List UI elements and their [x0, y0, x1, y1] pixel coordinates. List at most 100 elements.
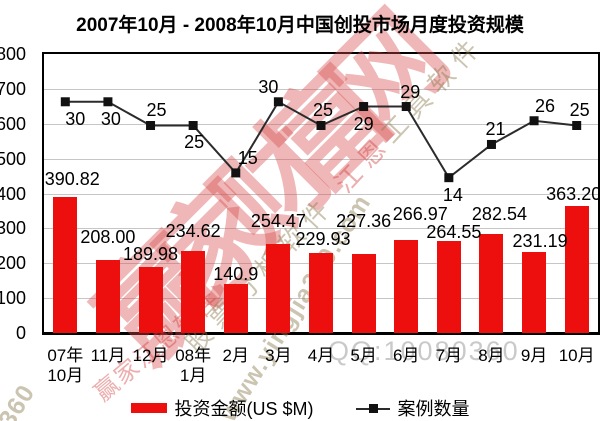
case-count-marker [486, 139, 496, 149]
case-count-marker [146, 120, 156, 130]
x-axis-label-line: 10月 [558, 346, 595, 365]
x-axis-label-line: 5月 [350, 346, 377, 365]
y-axis-tick-label: 500 [0, 148, 26, 169]
y-axis-tick-label: 800 [0, 44, 26, 64]
y-axis-tick-label: 0 [15, 323, 26, 343]
x-axis-label: 8月 [470, 346, 513, 366]
case-count-marker [572, 120, 582, 130]
x-axis-label-line: 7月 [435, 346, 463, 365]
gridline [44, 193, 598, 195]
case-count-marker [359, 102, 369, 112]
case-count-label: 25 [146, 100, 167, 121]
chart-title: 2007年10月 - 2008年10月中国创投市场月度投资规模 [76, 15, 524, 36]
legend: 投资金额(US $M) 案例数量 [0, 395, 600, 421]
legend-item-cases: 案例数量 [355, 395, 470, 421]
x-axis-label-line: 11月 [90, 346, 126, 365]
bar-series [44, 54, 598, 333]
x-axis-label: 9月 [513, 346, 556, 366]
bar [53, 196, 78, 333]
x-axis-label-line: 08年 [175, 346, 212, 365]
bar [138, 266, 163, 333]
bar [309, 252, 333, 333]
bar [522, 252, 547, 333]
bar [351, 253, 376, 333]
case-count-marker [401, 102, 411, 112]
bar [266, 244, 291, 333]
x-axis-label: 3月 [257, 346, 300, 366]
bar-value-label: 231.19 [512, 231, 568, 252]
x-axis-label: 07年 10月 [44, 346, 87, 386]
x-axis-label: 08年 1月 [172, 346, 215, 386]
x-axis-label: 11月 [87, 346, 130, 366]
x-axis-label-line: 9月 [520, 346, 548, 365]
bar [181, 251, 206, 333]
case-count-marker [316, 120, 326, 130]
case-count-label: 26 [535, 95, 556, 116]
x-axis-label-line: 4月 [307, 346, 335, 365]
x-axis-label: 12月 [129, 346, 172, 366]
case-count-label: 25 [184, 132, 205, 153]
y-axis-tick-label: 700 [0, 78, 26, 99]
bar [564, 206, 589, 333]
y-axis-tick-label: 600 [0, 113, 26, 134]
bar-value-label: 227.36 [336, 210, 392, 231]
case-count-marker [60, 97, 70, 107]
case-count-label: 29 [400, 81, 421, 102]
x-axis-label: 7月 [428, 346, 471, 366]
bar [479, 234, 504, 333]
case-count-marker [188, 120, 198, 130]
bar-value-label: 234.62 [165, 221, 221, 242]
x-axis-label-line: 12月 [132, 346, 169, 365]
x-axis-label: 10月 [555, 346, 598, 366]
y-axis-tick-label: 300 [0, 218, 26, 239]
case-count-label: 30 [258, 76, 279, 97]
case-count-label: 25 [569, 100, 590, 121]
case-count-label: 15 [237, 147, 258, 168]
x-axis-label-line: 07年 [47, 346, 84, 365]
x-axis-label: 6月 [385, 346, 428, 366]
data-label-layer: 390.82 208.00 189.98 234.62 140.9 254.47 229.9… [44, 54, 600, 333]
bar-value-label: 229.93 [295, 228, 351, 249]
case-count-label: 25 [312, 100, 334, 121]
x-axis-label-line: 2月 [222, 346, 249, 365]
bar-value-label: 264.55 [426, 221, 482, 242]
case-count-label: 29 [353, 113, 374, 134]
x-axis-label-line: 6月 [392, 346, 420, 365]
bar-value-label: 208.00 [80, 227, 136, 248]
x-axis-label-line: 3月 [265, 346, 292, 365]
bar-value-label: 363.20 [546, 184, 600, 205]
x-axis-label-line: 10月 [47, 366, 84, 385]
bar-value-label: 390.82 [44, 168, 100, 189]
bar [394, 239, 419, 333]
case-count-label: 30 [100, 108, 121, 129]
plot-frame [42, 52, 600, 335]
case-count-label: 21 [485, 119, 506, 140]
gridline [44, 88, 598, 90]
case-count-line [60, 97, 582, 183]
case-count-marker [529, 116, 539, 126]
bar [95, 260, 120, 333]
x-axis-label-line: 1月 [179, 366, 207, 385]
case-count-marker [444, 173, 454, 183]
y-axis-tick-label: 100 [0, 288, 26, 309]
bar-value-label: 282.54 [471, 204, 527, 225]
case-count-marker [273, 97, 283, 107]
x-axis-label: 4月 [300, 346, 343, 366]
bar [436, 240, 461, 333]
legend-cases-label: 案例数量 [397, 399, 470, 419]
bar-value-label: 266.97 [392, 203, 448, 224]
gridline [44, 158, 598, 160]
investment-bar-swatch [130, 403, 167, 413]
case-count-marker [103, 97, 113, 107]
legend-investment-label: 投资金额(US $M) [174, 399, 314, 419]
x-axis-label: 5月 [342, 346, 385, 366]
x-axis-label: 2月 [214, 346, 257, 366]
case-count-label: 30 [65, 108, 86, 129]
x-axis-label-line: 8月 [478, 346, 505, 365]
case-count-marker [231, 168, 241, 178]
legend-item-investment: 投资金额(US $M) [130, 395, 314, 421]
y-axis-tick-label: 400 [0, 183, 26, 204]
bar-value-label: 189.98 [123, 243, 179, 264]
bar-value-label: 254.47 [250, 211, 306, 232]
